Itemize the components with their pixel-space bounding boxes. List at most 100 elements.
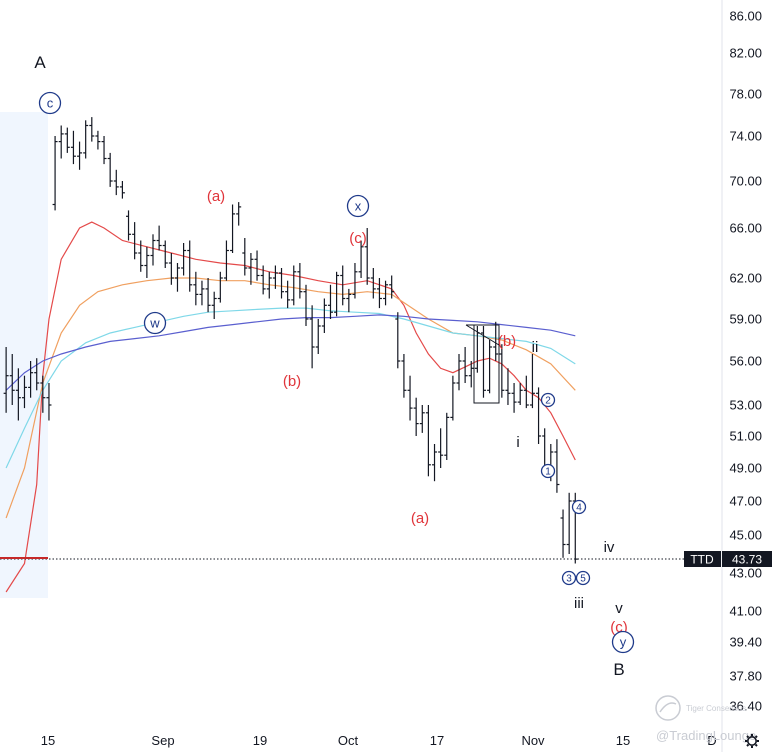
ohlc-bar bbox=[297, 263, 303, 299]
price-axis: 86.00 82.00 78.00 74.00 70.00 66.00 62.00 59.00… bbox=[729, 9, 762, 714]
wave-label-text: v bbox=[615, 600, 623, 617]
price-tag-value: 43.73 bbox=[732, 553, 762, 567]
ohlc-bar bbox=[77, 141, 83, 170]
ohlc-bar bbox=[15, 368, 21, 421]
highlight-region bbox=[0, 112, 48, 598]
wave-label: x bbox=[346, 194, 370, 218]
ohlc-bar bbox=[211, 291, 217, 319]
ohlc-bar bbox=[480, 326, 486, 398]
wave-label: (c) bbox=[349, 230, 367, 247]
ohlc-bar bbox=[560, 509, 566, 558]
tiger-logo-icon bbox=[655, 695, 681, 721]
y-tick-label: 78.00 bbox=[729, 87, 762, 102]
ohlc-bar bbox=[83, 120, 89, 159]
ohlc-bar bbox=[389, 275, 395, 299]
y-tick-label: 45.00 bbox=[729, 528, 762, 543]
wave-label: (b) bbox=[498, 333, 516, 350]
wave-label-text: 5 bbox=[580, 574, 586, 585]
ohlc-bar bbox=[279, 268, 285, 299]
wave-label: v bbox=[615, 600, 623, 617]
wave-label: 3 bbox=[561, 570, 577, 586]
ohlc-bar bbox=[70, 130, 76, 165]
moving-averages bbox=[5, 221, 576, 593]
wave-label: y bbox=[611, 630, 635, 654]
ohlc-bar bbox=[450, 375, 456, 421]
ohlc-bar bbox=[315, 319, 321, 354]
ohlc-bar bbox=[260, 265, 266, 295]
wave-label-text: 3 bbox=[566, 574, 572, 585]
watermark: Tiger Consensus @TradingLounge bbox=[655, 695, 756, 743]
wave-label-text: 2 bbox=[545, 396, 551, 407]
ohlc-bar bbox=[291, 265, 297, 306]
ohlc-bar bbox=[517, 383, 523, 405]
wave-label-text: c bbox=[47, 96, 54, 111]
x-tick-label: 15 bbox=[616, 733, 630, 748]
ohlc-bar bbox=[401, 354, 407, 398]
ohlc-bar bbox=[254, 250, 260, 281]
ohlc-bar bbox=[321, 298, 327, 333]
ohlc-bar bbox=[364, 228, 370, 285]
ohlc-bar bbox=[230, 204, 236, 253]
ohlc-bar bbox=[242, 238, 248, 276]
ohlc-bar bbox=[352, 263, 358, 299]
wave-label: c bbox=[38, 91, 62, 115]
y-tick-label: 59.00 bbox=[729, 312, 762, 327]
price-bars bbox=[3, 117, 578, 564]
ohlc-bar bbox=[309, 305, 315, 369]
ohlc-bar bbox=[395, 312, 401, 369]
y-tick-label: 47.00 bbox=[729, 494, 762, 509]
wave-label: 5 bbox=[575, 570, 591, 586]
ohlc-bar bbox=[376, 278, 382, 309]
y-tick-label: 86.00 bbox=[729, 9, 762, 24]
ohlc-bar bbox=[150, 234, 156, 266]
ohlc-bar bbox=[456, 354, 462, 391]
ohlc-bar bbox=[187, 240, 193, 292]
ohlc-bar bbox=[266, 271, 272, 299]
ohlc-bar bbox=[407, 375, 413, 421]
wave-label: (a) bbox=[207, 188, 225, 205]
ohlc-bar bbox=[205, 278, 211, 313]
ohlc-bar bbox=[181, 243, 187, 276]
ohlc-bar bbox=[144, 246, 150, 278]
wave-label: i bbox=[516, 434, 519, 451]
ohlc-bar bbox=[156, 225, 162, 251]
ohlc-bar bbox=[52, 136, 58, 211]
x-tick-label: Oct bbox=[338, 733, 359, 748]
ohlc-bar bbox=[40, 375, 46, 413]
ohlc-bar bbox=[383, 280, 389, 306]
wave-label-text: A bbox=[34, 53, 46, 72]
moving-average-4 bbox=[5, 314, 576, 391]
ohlc-bar bbox=[505, 368, 511, 405]
ohlc-bar bbox=[28, 361, 34, 398]
price-tag-symbol: TTD bbox=[690, 553, 714, 567]
wave-label: B bbox=[613, 660, 624, 679]
wave-label: A bbox=[34, 53, 46, 72]
x-tick-label: 15 bbox=[41, 733, 55, 748]
x-tick-label: Sep bbox=[151, 733, 174, 748]
ohlc-bar bbox=[101, 136, 107, 165]
y-tick-label: 56.00 bbox=[729, 354, 762, 369]
ohlc-bar bbox=[432, 444, 438, 482]
wave-label: 4 bbox=[571, 499, 587, 515]
y-tick-label: 41.00 bbox=[729, 604, 762, 619]
wave-label-text: iii bbox=[574, 595, 584, 612]
ohlc-bar bbox=[334, 271, 340, 317]
ohlc-bar bbox=[413, 397, 419, 436]
y-tick-label: 74.00 bbox=[729, 129, 762, 144]
wave-label: iii bbox=[574, 595, 584, 612]
ohlc-bar bbox=[217, 271, 223, 303]
ohlc-bar bbox=[358, 240, 364, 278]
y-tick-label: 82.00 bbox=[729, 46, 762, 61]
ohlc-bar bbox=[370, 268, 376, 299]
wave-label-text: w bbox=[149, 316, 160, 331]
ohlc-bar bbox=[34, 358, 40, 391]
ohlc-bar bbox=[425, 405, 431, 477]
x-tick-label: 17 bbox=[430, 733, 444, 748]
ohlc-bar bbox=[199, 280, 205, 306]
ohlc-bar bbox=[162, 240, 168, 268]
y-tick-label: 39.40 bbox=[729, 635, 762, 650]
wave-label-text: B bbox=[613, 660, 624, 679]
ohlc-bar bbox=[346, 288, 352, 313]
ohlc-bar bbox=[536, 387, 542, 444]
settings-gear-icon[interactable] bbox=[745, 734, 759, 748]
